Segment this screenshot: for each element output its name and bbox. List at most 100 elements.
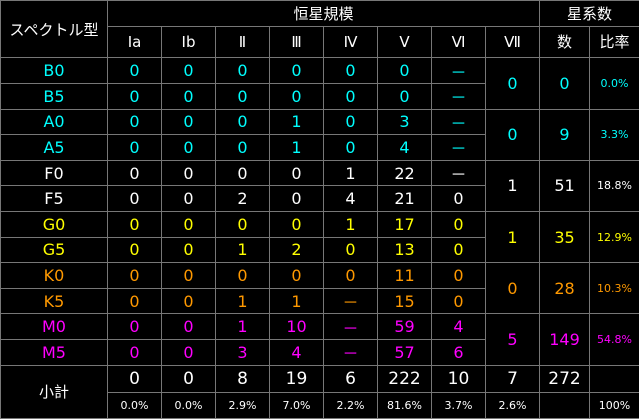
data-cell: 0	[323, 82, 378, 110]
table-row: M5 0 0 3 4 － 57 6	[0, 339, 639, 366]
data-cell: 0	[431, 185, 486, 213]
system-count-cell: 35	[539, 211, 591, 264]
data-cell: 0	[323, 262, 378, 289]
data-cell: 0	[215, 134, 270, 161]
data-cell: 0	[107, 82, 162, 110]
class-header-iii: Ⅲ	[269, 25, 324, 59]
subtotal-ratio-cell: 2.6%	[484, 392, 541, 419]
data-cell: 0	[269, 159, 324, 187]
system-ratio-cell: 10.3%	[589, 262, 639, 315]
ratio-header: 比率	[589, 25, 639, 59]
subtotal-cell: 0	[161, 364, 216, 394]
table-row: B5 0 0 0 0 0 0 －	[0, 82, 639, 110]
spectral-type-header: スペクトル型	[0, 0, 108, 59]
data-cell: 0	[161, 339, 216, 366]
data-cell: 1	[215, 287, 270, 315]
subtotal-ratio-cell: 81.6%	[377, 392, 432, 419]
class-vii-group-cell: 0	[484, 108, 541, 161]
class-vii-group-cell: 1	[484, 159, 541, 213]
data-cell: 0	[107, 134, 162, 161]
data-cell: 0	[215, 108, 270, 136]
data-cell: 0	[161, 262, 216, 289]
spectral-type-cell: K5	[0, 287, 108, 315]
subtotal-ratio-cell: 100%	[589, 392, 639, 419]
data-cell: 1	[215, 236, 270, 264]
data-cell: 0	[269, 211, 324, 238]
data-cell: 0	[161, 108, 216, 136]
data-cell: 0	[107, 185, 162, 213]
spectral-type-cell: G5	[0, 236, 108, 264]
data-cell: －	[323, 313, 378, 341]
data-cell: 0	[377, 57, 432, 84]
data-cell: 0	[215, 82, 270, 110]
system-count-cell: 51	[539, 159, 591, 213]
table-row: A0 0 0 0 1 0 3 － 0 9 3.3%	[0, 108, 639, 161]
class-header-v: Ⅴ	[377, 25, 432, 59]
data-cell: 3	[215, 339, 270, 366]
table-row: F5 0 0 2 0 4 21 0	[0, 185, 639, 213]
data-cell: 0	[161, 287, 216, 315]
spectral-type-cell: M0	[0, 313, 108, 341]
data-cell: 1	[215, 313, 270, 341]
data-cell: 4	[431, 313, 486, 341]
data-cell: 0	[107, 339, 162, 366]
system-count-cell: 149	[539, 313, 591, 366]
class-header-vii: Ⅶ	[484, 25, 541, 59]
data-cell: 0	[431, 236, 486, 264]
system-ratio-cell: 3.3%	[589, 108, 639, 161]
data-cell: －	[323, 287, 378, 315]
data-cell: 4	[323, 185, 378, 213]
class-vii-group-cell: 0	[484, 57, 541, 110]
data-cell: 1	[323, 159, 378, 187]
data-cell: 0	[107, 211, 162, 238]
data-cell: 0	[107, 108, 162, 136]
data-cell: 0	[161, 236, 216, 264]
system-count-cell: 9	[539, 108, 591, 161]
data-cell: 0	[269, 185, 324, 213]
spectral-type-cell: B0	[0, 57, 108, 84]
data-cell: 1	[269, 108, 324, 136]
data-cell: 4	[269, 339, 324, 366]
data-cell: 0	[215, 57, 270, 84]
data-cell: 0	[161, 134, 216, 161]
system-ratio-cell: 12.9%	[589, 211, 639, 264]
data-cell: 0	[161, 211, 216, 238]
data-cell: 0	[107, 159, 162, 187]
table-row: M0 0 0 1 10 － 59 4 5 149 54.8%	[0, 313, 639, 366]
system-ratio-cell: 54.8%	[589, 313, 639, 366]
data-cell: 0	[107, 57, 162, 84]
data-cell: 0	[431, 287, 486, 315]
data-cell: 57	[377, 339, 432, 366]
data-cell: 0	[323, 134, 378, 161]
data-cell: 17	[377, 211, 432, 238]
data-cell: 11	[377, 262, 432, 289]
class-header-ia: Ⅰa	[107, 25, 162, 59]
data-cell: －	[431, 108, 486, 136]
count-header: 数	[539, 25, 591, 59]
data-cell: 0	[161, 82, 216, 110]
data-cell: 0	[161, 57, 216, 84]
data-cell: 0	[323, 236, 378, 264]
spectral-type-cell: M5	[0, 339, 108, 366]
data-cell: －	[431, 159, 486, 187]
table-row: G0 0 0 0 0 1 17 0 1 35 12.9%	[0, 211, 639, 264]
data-cell: 0	[161, 313, 216, 341]
data-cell: －	[431, 134, 486, 161]
data-cell: 4	[377, 134, 432, 161]
subtotal-ratio-cell: 0.0%	[161, 392, 216, 419]
subtotal-cell: 10	[431, 364, 486, 394]
system-count-header: 星系数	[539, 0, 639, 27]
subtotal-cell: 6	[323, 364, 378, 394]
data-cell: 0	[107, 287, 162, 315]
data-cell: 21	[377, 185, 432, 213]
data-cell: 3	[377, 108, 432, 136]
data-cell: 1	[269, 134, 324, 161]
data-cell: 0	[269, 82, 324, 110]
data-cell: 0	[215, 262, 270, 289]
data-cell: 0	[107, 313, 162, 341]
class-vii-group-cell: 1	[484, 211, 541, 264]
data-cell: 1	[269, 287, 324, 315]
subtotal-cell: 0	[107, 364, 162, 394]
data-cell: 22	[377, 159, 432, 187]
